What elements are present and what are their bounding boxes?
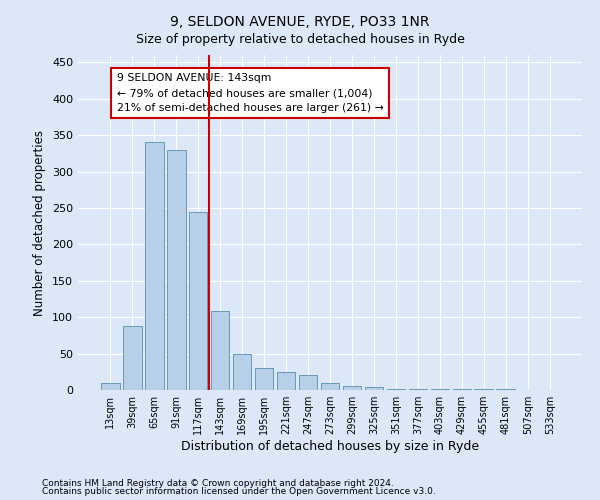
Text: Contains public sector information licensed under the Open Government Licence v3: Contains public sector information licen… bbox=[42, 487, 436, 496]
X-axis label: Distribution of detached houses by size in Ryde: Distribution of detached houses by size … bbox=[181, 440, 479, 453]
Bar bbox=[386, 388, 405, 390]
Text: 9, SELDON AVENUE, RYDE, PO33 1NR: 9, SELDON AVENUE, RYDE, PO33 1NR bbox=[170, 15, 430, 29]
Text: Contains HM Land Registry data © Crown copyright and database right 2024.: Contains HM Land Registry data © Crown c… bbox=[42, 478, 394, 488]
Bar bbox=[101, 382, 119, 390]
Bar bbox=[211, 312, 229, 390]
Bar bbox=[365, 387, 383, 390]
Bar bbox=[233, 354, 251, 390]
Bar bbox=[145, 142, 164, 390]
Bar bbox=[277, 372, 295, 390]
Bar bbox=[255, 368, 274, 390]
Y-axis label: Number of detached properties: Number of detached properties bbox=[34, 130, 46, 316]
Bar bbox=[299, 376, 317, 390]
Bar bbox=[189, 212, 208, 390]
Bar bbox=[320, 382, 340, 390]
Text: Size of property relative to detached houses in Ryde: Size of property relative to detached ho… bbox=[136, 32, 464, 46]
Bar bbox=[123, 326, 142, 390]
Text: 9 SELDON AVENUE: 143sqm
← 79% of detached houses are smaller (1,004)
21% of semi: 9 SELDON AVENUE: 143sqm ← 79% of detache… bbox=[117, 73, 383, 113]
Bar bbox=[343, 386, 361, 390]
Bar bbox=[167, 150, 185, 390]
